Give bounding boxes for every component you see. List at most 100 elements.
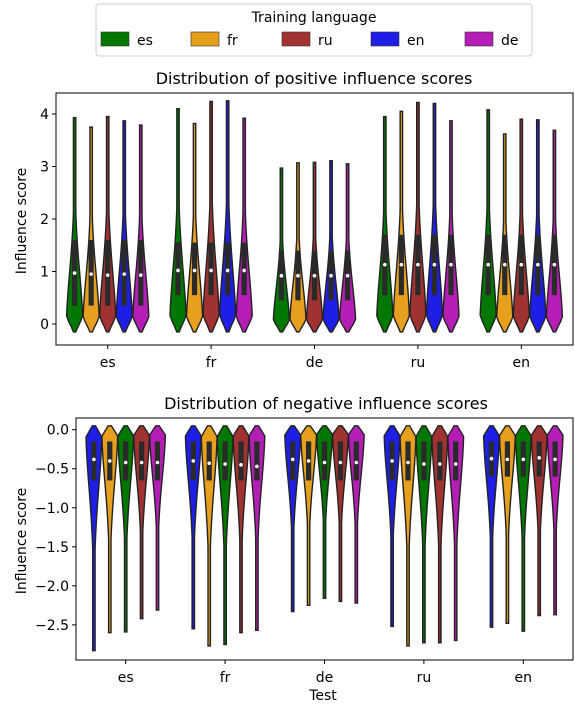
iqr-box-ru-es <box>421 441 427 481</box>
median-point-es-ru <box>139 460 144 465</box>
plot-area-positive: 0 1 2 3 4 es fr de ru en <box>40 100 564 371</box>
violin-es-de <box>132 124 150 333</box>
violin-ru-de <box>442 120 460 333</box>
violin-ru-en <box>383 425 401 628</box>
violin-en-fr <box>498 425 516 625</box>
violin-de-ru <box>305 161 324 333</box>
median-point-ru-ru <box>416 262 420 267</box>
violin-en-en <box>529 119 547 333</box>
median-point-fr-de <box>242 268 246 273</box>
axes-frame-negative <box>75 417 574 661</box>
violin-es-es <box>65 116 84 333</box>
violin-es-ru <box>98 115 117 333</box>
iqr-box-ru-de <box>453 441 459 481</box>
median-point-de-de <box>345 273 350 278</box>
median-point-en-es <box>486 262 491 267</box>
violin-en-es <box>479 109 497 333</box>
violin-ru-es <box>415 425 433 644</box>
violin-fr-de <box>235 117 253 333</box>
violin-fr-ru <box>202 100 220 333</box>
y-tick-label: −2.0 <box>35 579 69 595</box>
chart-title-positive: Distribution of positive influence score… <box>156 69 473 88</box>
median-point-de-fr <box>296 273 300 278</box>
median-point-fr-de <box>255 464 259 469</box>
median-point-es-es <box>72 271 77 275</box>
legend-swatch-de <box>464 31 494 47</box>
violin-de-en <box>284 425 302 613</box>
median-point-ru-en <box>432 262 437 267</box>
y-tick-label: 0 <box>40 317 49 333</box>
median-point-es-de <box>155 460 160 465</box>
median-point-es-ru <box>105 273 110 277</box>
violin-ru-ru <box>431 425 449 644</box>
median-point-en-fr <box>502 262 507 267</box>
x-tick-label: ru <box>411 355 426 371</box>
violin-en-fr <box>496 133 514 333</box>
legend: Training language es fr ru en de <box>95 3 533 57</box>
median-point-de-fr <box>306 459 311 463</box>
median-point-de-ru <box>338 460 343 465</box>
y-tick-label: −1.5 <box>35 540 69 556</box>
violin-ru-ru <box>409 101 427 333</box>
violin-de-es <box>315 425 334 600</box>
violin-fr-fr <box>185 122 204 333</box>
violin-es-es <box>117 425 135 633</box>
median-point-fr-ru <box>209 268 213 273</box>
chart-negative: Distribution of negative influence score… <box>14 394 574 704</box>
chart-title-negative: Distribution of negative influence score… <box>164 394 488 413</box>
median-point-en-fr <box>505 457 510 462</box>
legend-swatch-ru <box>281 31 311 47</box>
median-point-de-en <box>329 273 333 278</box>
iqr-box-fr-es <box>222 441 228 481</box>
median-point-es-fr <box>107 459 112 463</box>
median-point-fr-es <box>223 462 227 466</box>
legend-label-es: es <box>137 33 153 49</box>
median-point-en-de <box>552 262 557 267</box>
median-point-en-en <box>536 262 540 267</box>
y-axis-label-negative: Influence score <box>14 488 30 595</box>
median-point-ru-es <box>383 262 387 267</box>
violin-en-de <box>546 425 564 616</box>
violin-fr-de <box>248 425 266 632</box>
median-point-en-es <box>521 457 526 462</box>
violin-es-fr <box>82 126 100 333</box>
iqr-box-es-ru <box>105 240 111 306</box>
violin-ru-fr <box>392 110 411 333</box>
legend-label-ru: ru <box>318 33 333 49</box>
y-tick-label: 1 <box>40 265 49 281</box>
violin-fr-es <box>216 425 234 646</box>
violin-de-ru <box>331 425 349 603</box>
median-point-en-ru <box>537 456 542 460</box>
median-point-ru-de <box>453 462 458 466</box>
violin-de-de <box>347 425 365 604</box>
violin-de-en <box>322 160 340 333</box>
iqr-box-fr-ru <box>238 441 244 481</box>
violin-fr-fr <box>200 425 218 647</box>
x-tick-label: en <box>513 355 531 371</box>
median-point-fr-fr <box>192 268 197 273</box>
median-point-fr-en <box>225 268 230 273</box>
x-tick-label: de <box>316 670 334 686</box>
x-tick-label: es <box>100 355 116 371</box>
median-point-fr-ru <box>239 463 243 467</box>
violin-en-en <box>482 425 501 628</box>
y-tick-label: −1.0 <box>35 501 69 517</box>
chart-positive: Distribution of positive influence score… <box>14 69 574 371</box>
violin-en-de <box>545 129 564 333</box>
violin-fr-en <box>184 425 202 630</box>
median-point-fr-en <box>191 459 196 463</box>
violin-es-de <box>148 425 167 611</box>
median-point-es-en <box>92 457 96 462</box>
y-axis-label-positive: Influence score <box>14 168 30 275</box>
x-tick-label: en <box>515 670 533 686</box>
iqr-box-fr-de <box>254 441 260 481</box>
y-tick-label: 0.0 <box>47 423 69 439</box>
violin-es-en <box>115 120 133 333</box>
y-tick-label: 4 <box>40 107 49 123</box>
x-tick-label: ru <box>417 670 432 686</box>
legend-swatch-es <box>100 31 130 47</box>
median-point-ru-ru <box>438 462 442 466</box>
median-point-de-de <box>354 460 359 465</box>
median-point-es-fr <box>89 272 93 276</box>
y-tick-label: 3 <box>40 160 49 176</box>
